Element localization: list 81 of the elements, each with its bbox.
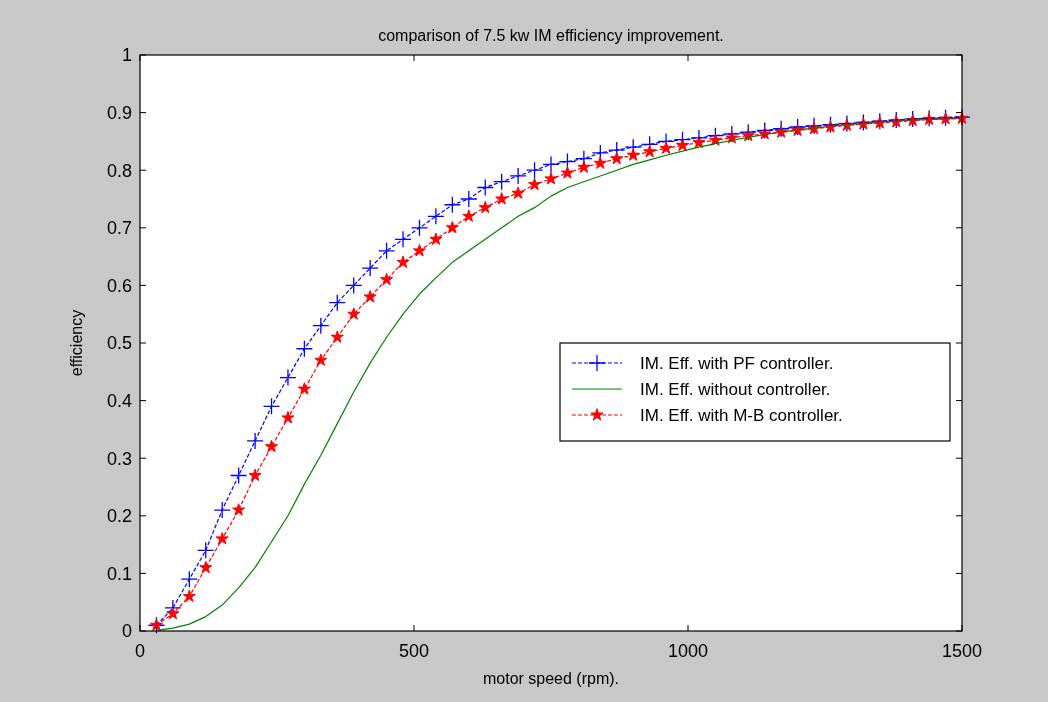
- point: [166, 606, 180, 620]
- legend-label: IM. Eff. without controller.: [640, 379, 831, 399]
- point: [723, 125, 741, 143]
- x-tick-label: 1500: [941, 641, 983, 661]
- point: [577, 160, 591, 173]
- point: [462, 209, 476, 222]
- point: [361, 259, 379, 277]
- point: [312, 317, 330, 335]
- point: [232, 503, 246, 516]
- point: [380, 272, 394, 286]
- y-tick-label: 0.9: [106, 102, 132, 123]
- point: [478, 200, 492, 214]
- point: [445, 220, 459, 234]
- point: [610, 151, 624, 165]
- point: [246, 432, 264, 450]
- legend-label: IM. Eff. with M-B controller.: [640, 405, 843, 425]
- x-tick-label: 500: [398, 641, 430, 661]
- point: [560, 166, 574, 179]
- y-axis-title: efficiency: [68, 309, 85, 377]
- y-tick-label: 0.5: [106, 333, 132, 354]
- y-tick-label: 0.4: [106, 390, 132, 411]
- point: [248, 468, 262, 482]
- point: [328, 294, 346, 312]
- point: [229, 466, 248, 485]
- point: [626, 148, 640, 161]
- point: [412, 244, 426, 257]
- point: [756, 121, 774, 140]
- point: [509, 167, 527, 185]
- point: [410, 219, 429, 237]
- y-tick-label: 0.2: [106, 506, 132, 527]
- point: [528, 177, 542, 191]
- y-tick-label: 0.3: [106, 448, 132, 469]
- point: [805, 117, 823, 135]
- legend-label: IM. Eff. with PF controller.: [640, 353, 834, 373]
- y-tick-label: 0: [121, 621, 132, 642]
- point: [199, 560, 213, 574]
- point: [213, 501, 231, 519]
- point: [495, 192, 509, 205]
- point: [772, 120, 790, 138]
- point: [281, 411, 295, 424]
- point: [262, 397, 281, 416]
- point: [460, 190, 478, 208]
- x-axis-title: motor speed (rpm).: [482, 670, 620, 687]
- point: [542, 155, 560, 174]
- point: [429, 232, 443, 245]
- point: [525, 161, 544, 179]
- y-tick-label: 0.8: [106, 160, 132, 181]
- point: [377, 242, 396, 260]
- point: [643, 144, 657, 158]
- point: [511, 186, 525, 199]
- point: [427, 207, 445, 225]
- x-tick-label: 1000: [667, 641, 709, 661]
- y-tick-label: 0.7: [106, 218, 132, 239]
- chart-title: comparison of 7.5 kw IM efficiency improvement.: [378, 27, 724, 44]
- point: [215, 532, 229, 545]
- point: [394, 230, 412, 248]
- point: [180, 570, 198, 588]
- point: [476, 178, 494, 197]
- point: [347, 307, 361, 320]
- point: [363, 290, 377, 303]
- point: [265, 439, 279, 453]
- point: [330, 330, 344, 343]
- point: [788, 118, 807, 136]
- point: [314, 353, 328, 366]
- point: [676, 138, 690, 152]
- point: [297, 382, 311, 395]
- point: [345, 276, 363, 295]
- point: [593, 156, 607, 169]
- point: [396, 255, 410, 268]
- point: [182, 589, 196, 603]
- point: [659, 141, 673, 154]
- point: [279, 368, 297, 387]
- point: [295, 340, 314, 358]
- point: [197, 541, 215, 560]
- y-tick-label: 0.6: [106, 275, 132, 296]
- x-tick-label: 0: [134, 641, 146, 661]
- point: [493, 173, 511, 191]
- point: [443, 196, 462, 214]
- y-tick-label: 0.1: [106, 563, 132, 584]
- point: [544, 172, 558, 185]
- y-tick-label: 1: [121, 45, 132, 66]
